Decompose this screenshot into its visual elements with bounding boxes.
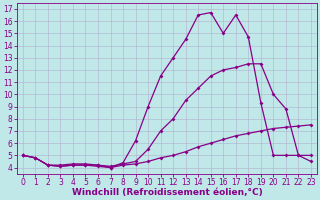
X-axis label: Windchill (Refroidissement éolien,°C): Windchill (Refroidissement éolien,°C) bbox=[72, 188, 262, 197]
